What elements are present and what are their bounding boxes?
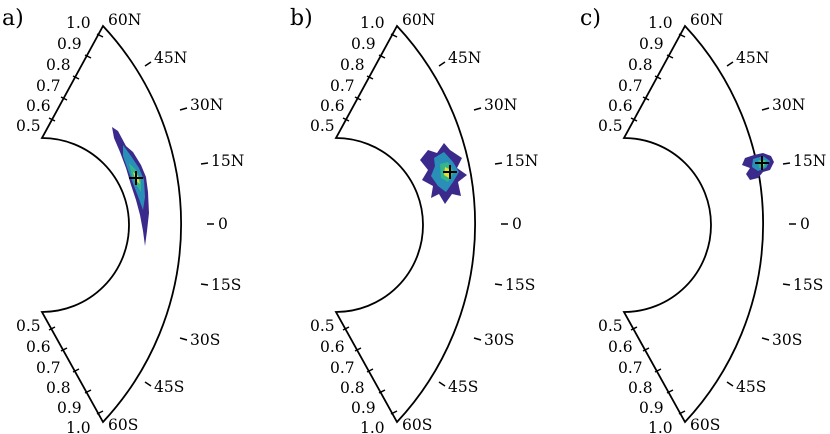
latitude-ticks bbox=[726, 61, 796, 387]
radius-label: 0.5 bbox=[598, 317, 623, 335]
lat-label: 45S bbox=[448, 378, 478, 396]
radius-label: 0.7 bbox=[330, 359, 355, 377]
panel-c: c) 1.0 0.9 0.8 0.7 0.6 0.5 0.5 0.6 0 bbox=[580, 6, 826, 434]
sector-outline bbox=[334, 24, 476, 424]
sector-outline bbox=[622, 24, 764, 424]
lat-label: 15S bbox=[211, 276, 241, 294]
radius-label: 0.9 bbox=[351, 399, 376, 417]
radius-label: 0.6 bbox=[26, 97, 51, 115]
radius-label: 1.0 bbox=[648, 419, 673, 434]
lat-label: 60S bbox=[690, 416, 720, 434]
radius-labels-lower: 0.5 0.6 0.7 0.8 0.9 1.0 bbox=[598, 317, 673, 434]
radius-label: 0.6 bbox=[608, 97, 633, 115]
lat-label: 60S bbox=[402, 416, 432, 434]
radius-labels-upper: 1.0 0.9 0.8 0.7 0.6 0.5 bbox=[310, 14, 385, 135]
lat-label: 15N bbox=[793, 152, 826, 170]
density-blob bbox=[742, 153, 774, 180]
radius-label: 0.5 bbox=[310, 117, 335, 135]
radius-ticks-upper bbox=[342, 33, 398, 122]
radius-label: 0.9 bbox=[639, 35, 664, 53]
latitude-labels: 60N 45N 30N 15N 0 15S 30S 45S 60S bbox=[402, 11, 538, 434]
radius-ticks-lower bbox=[630, 326, 686, 415]
radius-labels-lower: 0.5 0.6 0.7 0.8 0.9 1.0 bbox=[16, 317, 91, 434]
radius-label: 0.8 bbox=[340, 56, 365, 74]
radius-labels-lower: 0.5 0.6 0.7 0.8 0.9 1.0 bbox=[310, 317, 385, 434]
radius-label: 0.8 bbox=[340, 379, 365, 397]
lat-label: 15S bbox=[505, 276, 535, 294]
radius-label: 0.5 bbox=[16, 317, 41, 335]
sector-outline bbox=[40, 24, 182, 424]
mean-marker bbox=[755, 156, 769, 170]
radius-label: 0.5 bbox=[598, 117, 623, 135]
radius-label: 1.0 bbox=[66, 14, 91, 32]
radius-label: 0.6 bbox=[608, 338, 633, 356]
lat-label: 30N bbox=[772, 96, 805, 114]
radius-label: 0.7 bbox=[618, 359, 643, 377]
density-blob bbox=[112, 127, 149, 246]
panel-label: c) bbox=[580, 6, 601, 31]
lat-label: 60N bbox=[108, 11, 141, 29]
radius-label: 1.0 bbox=[360, 419, 385, 434]
latitude-ticks bbox=[438, 61, 508, 387]
lat-label: 15N bbox=[505, 152, 538, 170]
lat-label: 30N bbox=[190, 96, 223, 114]
latitude-ticks bbox=[144, 61, 214, 387]
panel-label: a) bbox=[2, 6, 24, 31]
lat-label: 60N bbox=[690, 11, 723, 29]
radius-label: 0.5 bbox=[310, 317, 335, 335]
radius-ticks-lower bbox=[342, 326, 398, 415]
lat-label: 0 bbox=[218, 215, 228, 233]
lat-label: 30S bbox=[190, 331, 220, 349]
lat-label: 60N bbox=[402, 11, 435, 29]
radius-label: 0.6 bbox=[320, 338, 345, 356]
radius-label: 0.8 bbox=[628, 379, 653, 397]
lat-label: 45S bbox=[154, 378, 184, 396]
latitude-labels: 60N 45N 30N 15N 0 15S 30S 45S 60S bbox=[690, 11, 826, 434]
radius-label: 0.6 bbox=[26, 338, 51, 356]
lat-label: 15S bbox=[793, 276, 823, 294]
lat-label: 0 bbox=[800, 215, 810, 233]
radius-label: 0.8 bbox=[46, 56, 71, 74]
radius-label: 0.7 bbox=[330, 77, 355, 95]
radius-label: 1.0 bbox=[66, 419, 91, 434]
lat-label: 0 bbox=[512, 215, 522, 233]
lat-label: 45N bbox=[736, 49, 769, 67]
radius-label: 0.8 bbox=[46, 379, 71, 397]
panel-b: b) 1.0 0.9 0.8 0.7 0.6 0.5 0.5 0.6 0 bbox=[290, 6, 538, 434]
radius-labels-upper: 1.0 0.9 0.8 0.7 0.6 0.5 bbox=[16, 14, 91, 135]
lat-label: 30S bbox=[484, 331, 514, 349]
radius-label: 0.9 bbox=[57, 35, 82, 53]
lat-label: 45S bbox=[736, 378, 766, 396]
panel-label: b) bbox=[290, 6, 313, 31]
radius-labels-upper: 1.0 0.9 0.8 0.7 0.6 0.5 bbox=[598, 14, 673, 135]
radius-label: 0.9 bbox=[57, 399, 82, 417]
radius-label: 0.7 bbox=[618, 77, 643, 95]
panel-a: a) 1.0 0.9 0.8 0.7 0.6 0.5 0.5 bbox=[2, 6, 244, 434]
radius-label: 0.5 bbox=[16, 117, 41, 135]
mean-marker bbox=[129, 171, 143, 185]
lat-label: 15N bbox=[211, 152, 244, 170]
radius-label: 0.9 bbox=[351, 35, 376, 53]
radius-label: 0.9 bbox=[639, 399, 664, 417]
lat-label: 60S bbox=[108, 416, 138, 434]
latitude-labels: 60N 45N 30N 15N 0 15S 30S 45S 60S bbox=[108, 11, 244, 434]
radius-label: 0.7 bbox=[36, 77, 61, 95]
lat-label: 45N bbox=[154, 49, 187, 67]
radius-ticks-upper bbox=[630, 33, 686, 122]
radius-label: 0.8 bbox=[628, 56, 653, 74]
radius-label: 1.0 bbox=[648, 14, 673, 32]
radius-ticks-upper bbox=[48, 33, 104, 122]
lat-label: 30S bbox=[772, 331, 802, 349]
radius-label: 0.7 bbox=[36, 359, 61, 377]
lat-label: 45N bbox=[448, 49, 481, 67]
mean-marker bbox=[443, 165, 457, 179]
radius-ticks-lower bbox=[48, 326, 104, 415]
density-blob bbox=[420, 143, 467, 204]
radius-label: 1.0 bbox=[360, 14, 385, 32]
lat-label: 30N bbox=[484, 96, 517, 114]
radius-label: 0.6 bbox=[320, 97, 345, 115]
